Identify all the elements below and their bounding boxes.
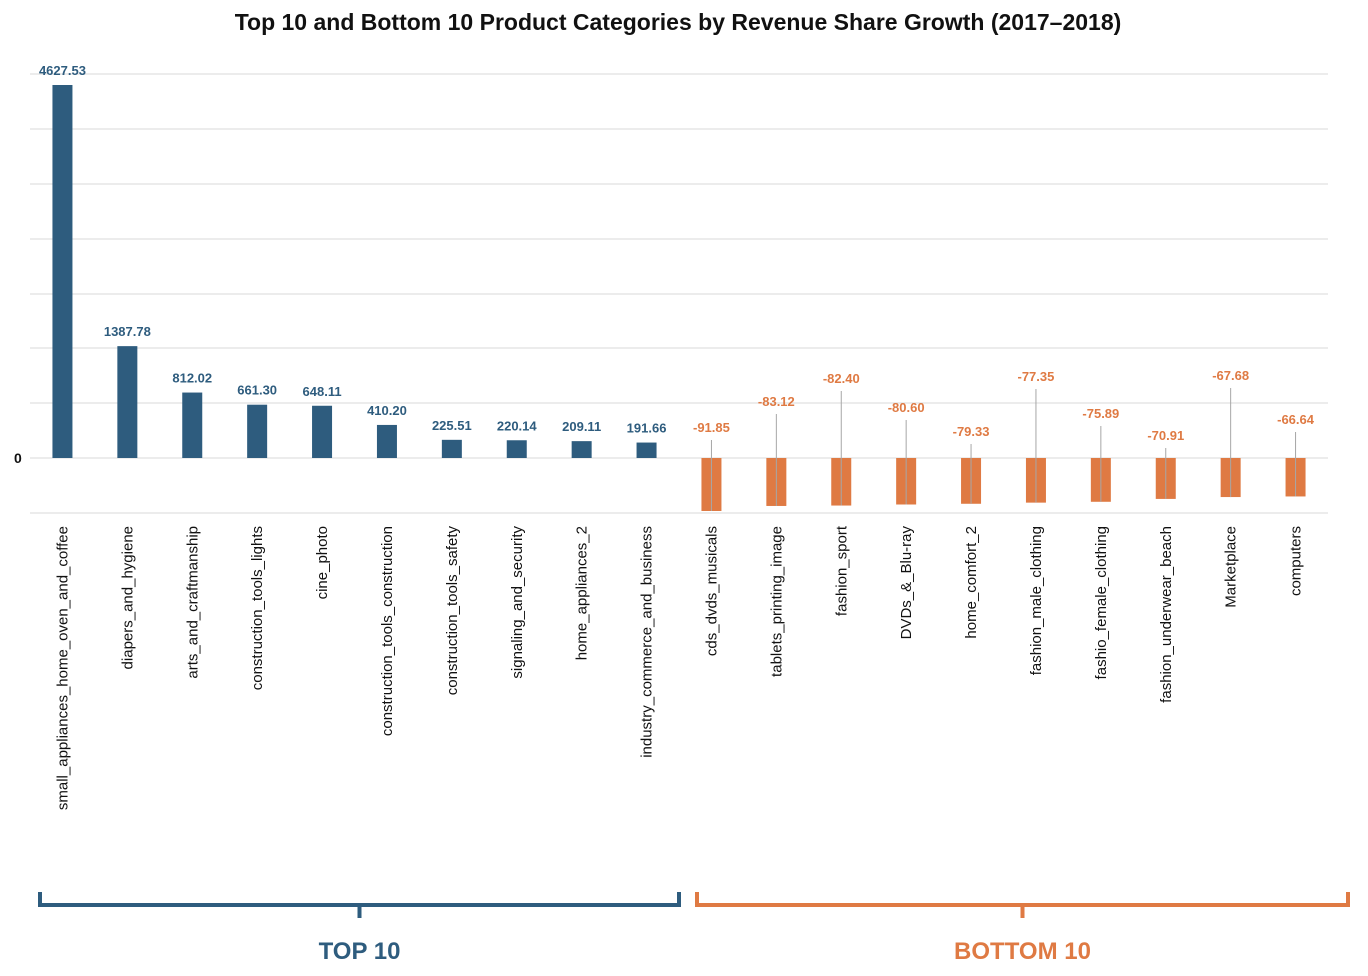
category-label: home_comfort_2 xyxy=(963,526,980,639)
bar-home_appliances_2 xyxy=(571,441,592,458)
data-label: 4627.53 xyxy=(39,63,86,78)
data-label: -75.89 xyxy=(1082,406,1119,421)
bracket-line xyxy=(38,892,681,907)
bar-arts_and_craftmanship xyxy=(182,392,203,458)
data-label: 648.11 xyxy=(303,384,342,399)
chart-title: Top 10 and Bottom 10 Product Categories … xyxy=(235,9,1122,35)
category-label: industry_commerce_and_business xyxy=(639,526,656,758)
data-label: 812.02 xyxy=(172,371,212,386)
data-label: -77.35 xyxy=(1018,369,1055,384)
data-label: 191.66 xyxy=(627,421,667,436)
bar-small_appliances_home_oven_and_coffee xyxy=(52,85,73,458)
bar-diapers_and_hygiene xyxy=(117,346,138,458)
category-label: home_appliances_2 xyxy=(574,526,591,660)
category-label: arts_and_craftmanship xyxy=(184,526,201,679)
category-label: cds_dvds_musicals xyxy=(703,526,720,656)
bar-construction_tools_lights xyxy=(247,404,268,458)
category-label: Marketplace xyxy=(1223,526,1240,608)
bar-cine_photo xyxy=(312,405,333,458)
data-labels: 4627.53 1387.78 812.02 661.30 648.11 410.20 22… xyxy=(39,63,1315,443)
data-label: -67.68 xyxy=(1212,368,1249,383)
category-label: construction_tools_safety xyxy=(444,526,461,696)
group-label: TOP 10 xyxy=(319,938,401,965)
category-label: fashion_sport xyxy=(833,525,850,616)
data-label: -91.85 xyxy=(693,420,730,435)
data-label: -70.91 xyxy=(1147,428,1184,443)
category-label: cine_photo xyxy=(314,526,331,599)
category-label: construction_tools_construction xyxy=(379,526,396,736)
data-label: 225.51 xyxy=(432,418,472,433)
category-label: signaling_and_security xyxy=(509,526,526,679)
data-label: 209.11 xyxy=(562,419,601,434)
data-label: 661.30 xyxy=(237,383,277,398)
bars xyxy=(52,85,1306,511)
category-labels: small_appliances_home_oven_and_coffee dia… xyxy=(54,525,1304,810)
leader-lines xyxy=(710,388,1297,511)
category-label: small_appliances_home_oven_and_coffee xyxy=(54,526,71,810)
bracket-line xyxy=(695,892,1350,907)
data-label: -66.64 xyxy=(1277,412,1315,427)
category-label: computers xyxy=(1288,526,1305,596)
bar-construction_tools_construction xyxy=(376,424,397,458)
bottom-10-bracket: BOTTOM 10 xyxy=(695,892,1350,965)
bar-signaling_and_security xyxy=(506,440,527,458)
data-label: -79.33 xyxy=(953,424,990,439)
category-label: fashion_underwear_beach xyxy=(1158,526,1175,703)
category-label: fashio_female_clothing xyxy=(1093,526,1110,679)
category-label: construction_tools_lights xyxy=(249,526,266,690)
data-label: -83.12 xyxy=(758,394,795,409)
bar-construction_tools_safety xyxy=(441,439,462,458)
category-label: fashion_male_clothing xyxy=(1028,526,1045,675)
top-10-bracket: TOP 10 xyxy=(38,892,681,965)
gridlines xyxy=(30,73,1328,514)
data-label: 220.14 xyxy=(497,418,538,433)
data-label: -82.40 xyxy=(823,371,860,386)
data-label: -80.60 xyxy=(888,400,925,415)
data-label: 410.20 xyxy=(367,403,407,418)
zero-tick-label: 0 xyxy=(14,450,22,466)
bar-industry_commerce_and_business xyxy=(636,442,657,458)
category-label: tablets_printing_image xyxy=(768,526,785,677)
category-label: DVDs_&_Blu-ray xyxy=(898,526,915,640)
group-label: BOTTOM 10 xyxy=(954,938,1091,965)
category-label: diapers_and_hygiene xyxy=(119,526,136,669)
data-label: 1387.78 xyxy=(104,324,151,339)
group-brackets: TOP 10 BOTTOM 10 xyxy=(38,892,1350,965)
